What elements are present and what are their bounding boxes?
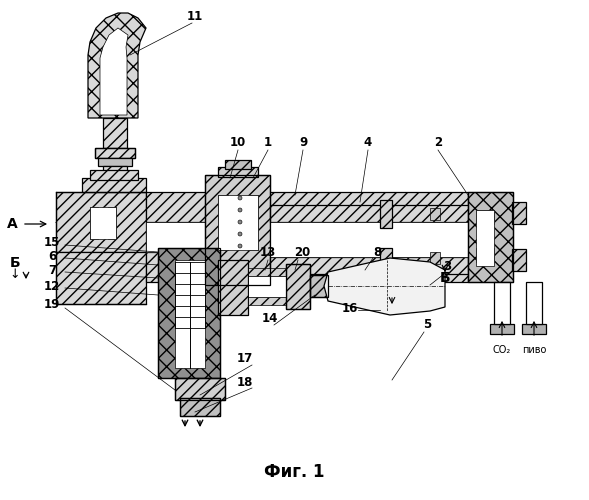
Polygon shape bbox=[88, 13, 146, 118]
Bar bbox=[56, 252, 146, 304]
Text: пиво: пиво bbox=[522, 345, 546, 355]
Bar bbox=[494, 282, 510, 324]
Bar bbox=[270, 205, 468, 222]
Text: 15: 15 bbox=[44, 236, 60, 250]
Bar bbox=[468, 192, 513, 282]
Circle shape bbox=[238, 220, 242, 224]
Bar bbox=[146, 252, 468, 282]
Bar bbox=[95, 148, 135, 158]
Text: 1: 1 bbox=[264, 136, 272, 149]
Circle shape bbox=[238, 196, 242, 200]
Text: А: А bbox=[6, 217, 17, 231]
Bar bbox=[103, 166, 127, 178]
Bar bbox=[108, 207, 116, 239]
Bar bbox=[95, 186, 135, 200]
Text: 9: 9 bbox=[299, 136, 307, 149]
Bar bbox=[430, 252, 440, 264]
Bar bbox=[248, 195, 258, 250]
Bar bbox=[146, 222, 468, 252]
Bar bbox=[95, 148, 135, 158]
Bar bbox=[476, 210, 494, 224]
Bar bbox=[490, 324, 514, 334]
Text: 6: 6 bbox=[48, 250, 56, 264]
Bar bbox=[120, 178, 130, 186]
Bar bbox=[218, 260, 248, 315]
Bar bbox=[430, 208, 440, 220]
Bar bbox=[90, 170, 138, 180]
Bar bbox=[182, 282, 218, 300]
Bar bbox=[270, 257, 468, 274]
Bar bbox=[225, 160, 251, 169]
Bar bbox=[175, 260, 205, 368]
Bar bbox=[468, 192, 513, 282]
Bar bbox=[526, 314, 542, 324]
Bar bbox=[90, 207, 116, 239]
Bar bbox=[526, 282, 542, 292]
Text: 16: 16 bbox=[342, 302, 358, 314]
Bar bbox=[103, 118, 127, 148]
Bar bbox=[218, 167, 258, 177]
Bar bbox=[98, 178, 108, 186]
Bar bbox=[476, 248, 494, 262]
Bar bbox=[248, 268, 286, 276]
Text: Фиг. 1: Фиг. 1 bbox=[264, 463, 325, 481]
Text: 11: 11 bbox=[187, 10, 203, 24]
Text: 17: 17 bbox=[237, 352, 253, 364]
Text: 18: 18 bbox=[237, 376, 253, 390]
Bar bbox=[286, 264, 310, 309]
Text: CO₂: CO₂ bbox=[493, 345, 511, 355]
Bar bbox=[286, 264, 310, 309]
Text: 2: 2 bbox=[434, 136, 442, 149]
Circle shape bbox=[238, 208, 242, 212]
Bar bbox=[494, 282, 510, 292]
Bar bbox=[158, 248, 220, 378]
Bar bbox=[522, 324, 546, 334]
Text: 19: 19 bbox=[44, 298, 60, 312]
Bar bbox=[476, 210, 494, 266]
Bar bbox=[380, 248, 392, 276]
Bar bbox=[146, 192, 468, 222]
Bar bbox=[218, 260, 248, 315]
Bar bbox=[56, 192, 146, 252]
Bar bbox=[248, 297, 286, 305]
Bar bbox=[270, 222, 468, 257]
Bar bbox=[494, 314, 510, 324]
Text: 14: 14 bbox=[262, 312, 278, 324]
Bar bbox=[180, 398, 220, 416]
Text: 3: 3 bbox=[443, 260, 451, 274]
Text: 10: 10 bbox=[230, 136, 246, 149]
Bar bbox=[380, 200, 392, 228]
Text: 13: 13 bbox=[260, 246, 276, 260]
Polygon shape bbox=[100, 28, 128, 115]
Bar bbox=[98, 158, 132, 166]
Bar bbox=[205, 175, 270, 285]
Text: Б: Б bbox=[439, 271, 451, 285]
Circle shape bbox=[238, 244, 242, 248]
Text: ↓: ↓ bbox=[10, 268, 20, 281]
Polygon shape bbox=[324, 258, 445, 315]
Bar bbox=[175, 378, 225, 400]
Bar bbox=[218, 195, 258, 250]
Bar bbox=[90, 207, 98, 239]
Bar bbox=[248, 276, 286, 297]
Text: Б: Б bbox=[9, 256, 20, 270]
Bar bbox=[180, 398, 220, 416]
Bar bbox=[310, 275, 328, 297]
Bar bbox=[82, 178, 146, 192]
Bar bbox=[512, 249, 526, 271]
Bar bbox=[205, 175, 270, 285]
Bar bbox=[310, 275, 328, 297]
Bar bbox=[526, 282, 542, 324]
Text: 4: 4 bbox=[364, 136, 372, 149]
Bar bbox=[175, 378, 225, 400]
Bar bbox=[218, 195, 228, 250]
Text: 7: 7 bbox=[48, 264, 56, 276]
Text: 12: 12 bbox=[44, 280, 60, 293]
Text: 5: 5 bbox=[423, 318, 431, 332]
Circle shape bbox=[238, 232, 242, 236]
Text: 20: 20 bbox=[294, 246, 310, 260]
Text: 8: 8 bbox=[373, 246, 381, 258]
Bar bbox=[158, 248, 220, 378]
Bar bbox=[512, 202, 526, 224]
